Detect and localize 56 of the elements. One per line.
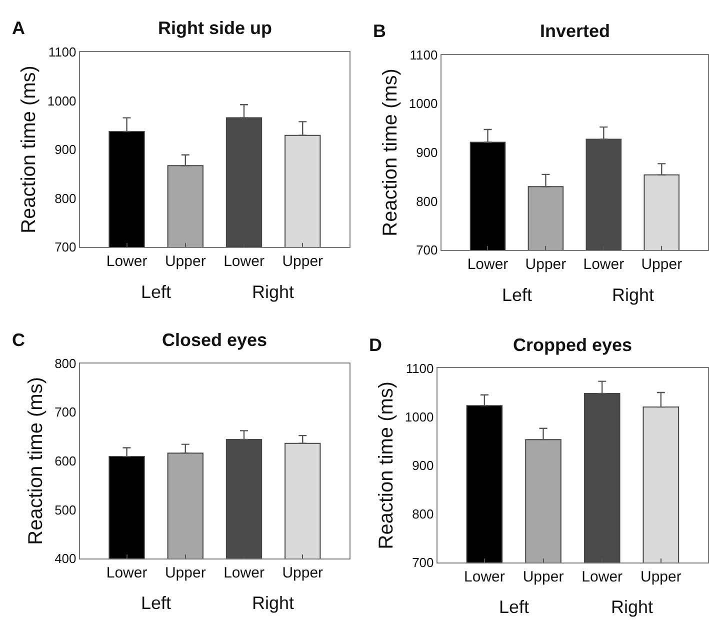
x-tick-label: Upper <box>525 256 566 274</box>
y-tick-label: 900 <box>416 145 438 160</box>
text: Left <box>499 597 530 617</box>
y-tick-label: 1000 <box>47 93 76 108</box>
x-tick-label: Lower <box>224 253 264 270</box>
text: Right <box>252 282 294 302</box>
y-tick-label: 800 <box>416 194 438 209</box>
y-tick-label: 700 <box>412 555 434 570</box>
y-tick-label: 1100 <box>406 360 434 376</box>
y-axis-title: Reaction time (ms) <box>18 66 40 234</box>
chart-title: Inverted <box>540 21 610 41</box>
y-tick-label: 500 <box>54 502 76 518</box>
x-tick-label: Lower <box>106 564 148 582</box>
x-tick-label: Lower <box>467 256 508 274</box>
y-tick-label: 400 <box>54 551 76 566</box>
y-tick-label: 700 <box>416 242 438 258</box>
text: D <box>369 335 382 355</box>
y-tick-label: 800 <box>412 506 434 522</box>
y-axis-title: Reaction time (ms) <box>25 377 48 545</box>
text: Right <box>611 597 654 617</box>
x-tick-label: Lower <box>582 568 623 586</box>
text: Left <box>141 593 172 613</box>
y-tick-label: 800 <box>54 356 76 371</box>
y-tick-label: 700 <box>54 404 76 420</box>
chart-title: Right side up <box>158 18 272 38</box>
x-tick-label: Upper <box>164 564 206 582</box>
x-tick-label: Lower <box>583 256 624 274</box>
text: Right <box>252 593 294 613</box>
y-axis-title: Reaction time (ms) <box>379 68 402 236</box>
x-tick-label: Upper <box>522 568 564 586</box>
x-tick-label: Lower <box>464 568 505 586</box>
x-tick-label: Lower <box>224 564 264 582</box>
text: B <box>373 21 386 41</box>
text: C <box>12 330 25 350</box>
text: Right <box>612 285 654 305</box>
y-tick-label: 900 <box>54 142 76 158</box>
x-tick-label: Upper <box>641 256 682 274</box>
y-tick-label: 1000 <box>404 409 434 424</box>
text: A <box>12 18 25 38</box>
text: Left <box>141 282 172 302</box>
y-tick-label: 1000 <box>408 96 438 112</box>
x-tick-label: Upper <box>282 564 324 582</box>
y-tick-label: 800 <box>54 190 76 206</box>
x-tick-label: Upper <box>282 253 324 270</box>
chart-title: Closed eyes <box>162 330 268 350</box>
x-tick-label: Upper <box>640 568 682 586</box>
y-tick-label: 900 <box>412 458 434 473</box>
x-tick-label: Upper <box>164 253 206 270</box>
y-tick-label: 600 <box>54 453 76 468</box>
text: Left <box>502 285 532 305</box>
x-tick-label: Lower <box>106 253 148 270</box>
y-tick-label: 700 <box>54 240 76 255</box>
chart-title: Cropped eyes <box>513 335 632 355</box>
y-axis-title: Reaction time (ms) <box>375 381 398 550</box>
y-tick-label: 1100 <box>48 44 76 60</box>
y-tick-label: 1100 <box>410 47 438 62</box>
